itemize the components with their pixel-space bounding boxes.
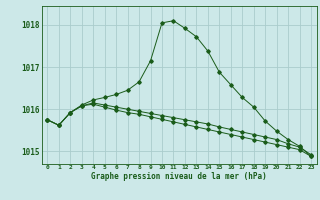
X-axis label: Graphe pression niveau de la mer (hPa): Graphe pression niveau de la mer (hPa) xyxy=(91,172,267,181)
